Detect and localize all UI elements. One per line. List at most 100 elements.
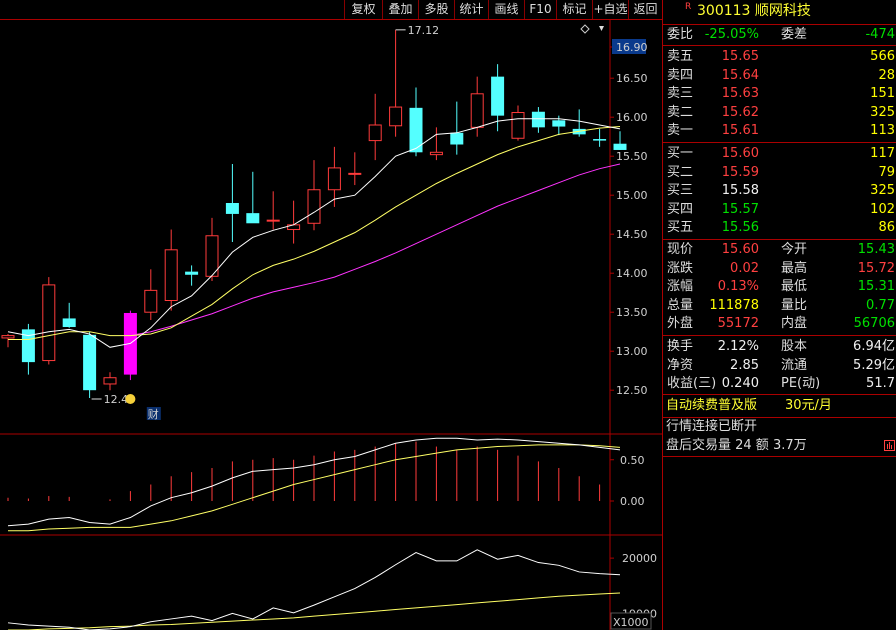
bid-row: 买五 15.56 86	[663, 219, 896, 237]
fund-row: 收益(三) 0.240 PE(动) 51.7	[663, 375, 896, 393]
ask-volume: 28	[878, 67, 895, 83]
ask-label: 卖二	[667, 104, 694, 120]
toolbar-button-0[interactable]: 复权	[344, 0, 382, 19]
candle-body	[307, 189, 321, 224]
stat-label: 量比	[781, 297, 808, 313]
candle-body	[491, 76, 505, 116]
toolbar-button-3[interactable]: 统计	[454, 0, 488, 19]
weibi-label: 委比	[667, 27, 694, 42]
high-marker-label: 17.12	[408, 24, 440, 37]
ask-volume: 113	[870, 123, 895, 139]
candle-body	[531, 111, 545, 128]
fund-value: 2.85	[730, 357, 759, 373]
price-tick-label: 15.50	[616, 150, 648, 163]
fund-label: 收益(三)	[667, 376, 717, 392]
fund-value: 6.94亿	[853, 339, 895, 354]
stat-label: 现价	[667, 242, 694, 257]
price-tick-label: 16.50	[616, 72, 648, 85]
candle-body	[246, 213, 260, 224]
ask-price: 15.63	[721, 86, 759, 102]
rights-marker: R	[685, 2, 692, 12]
ask-price: 15.65	[721, 49, 759, 64]
candle-body	[450, 132, 464, 145]
toolbar-button-7[interactable]: +自选	[592, 0, 628, 19]
toolbar-button-8[interactable]: 返回	[628, 0, 662, 19]
stat-row: 总量 111878 量比 0.77	[663, 297, 896, 315]
price-tick-label: 14.00	[616, 267, 648, 280]
bid-row: 买二 15.59 79	[663, 164, 896, 182]
bar-chart-icon[interactable]	[884, 440, 895, 451]
fund-row: 净资 2.85 流通 5.29亿	[663, 357, 896, 375]
stat-label: 内盘	[781, 316, 808, 332]
stat-label: 最低	[781, 279, 808, 295]
weicha-label: 委差	[781, 27, 808, 42]
stat-value: 15.60	[721, 242, 759, 257]
candle-body	[470, 93, 484, 128]
promo-text[interactable]: 自动续费普及版	[666, 398, 758, 413]
stat-row: 涨跌 0.02 最高 15.72	[663, 260, 896, 278]
candle-body	[103, 377, 117, 385]
fund-value: 0.240	[721, 376, 759, 392]
toolbar-button-5[interactable]: F10	[524, 0, 556, 19]
stock-title-row: R 300113 顺网科技	[663, 2, 896, 22]
stat-value: 0.02	[730, 260, 759, 276]
ask-price: 15.64	[721, 67, 759, 83]
vol-line	[7, 549, 621, 630]
bid-volume: 86	[878, 220, 895, 236]
bid-price: 15.57	[721, 201, 759, 217]
ma20-line	[130, 163, 621, 337]
ask-label: 卖四	[667, 67, 694, 83]
stock-title[interactable]: 300113 顺网科技	[697, 3, 811, 19]
stat-value: 0.77	[866, 297, 895, 313]
stat-value: 15.72	[857, 260, 895, 276]
price-tick-label: 13.00	[616, 345, 648, 358]
after-hours-row: 盘后交易量 24 额 3.7万	[663, 437, 896, 455]
candle-body	[613, 143, 627, 150]
stat-value: 111878	[709, 297, 759, 313]
candle-body	[348, 172, 362, 175]
fund-row: 换手 2.12% 股本 6.94亿	[663, 338, 896, 356]
ask-row: 卖一 15.61 113	[663, 122, 896, 140]
candle-body	[327, 167, 341, 191]
candle-body	[389, 106, 403, 127]
stat-value: 15.31	[857, 279, 895, 295]
dea-line	[8, 444, 621, 532]
stat-value: 55172	[717, 316, 759, 332]
vol-unit-label: X1000	[613, 616, 649, 629]
stat-label: 涨跌	[667, 260, 694, 276]
toolbar-button-4[interactable]: 画线	[488, 0, 524, 19]
toolbar-button-6[interactable]: 标记	[556, 0, 592, 19]
kline-chart[interactable]: 16.90 16.50 16.00 15.50 15.00 14.50 14.00 13.50…	[0, 20, 662, 630]
bid-volume: 325	[870, 183, 895, 199]
fund-value: 5.29亿	[853, 357, 895, 373]
promo-row[interactable]: 自动续费普及版 30元/月	[663, 397, 896, 415]
price-tick-label: 13.50	[616, 306, 648, 319]
chart-toolbar: 复权 叠加 多股 统计 画线 F10 标记 +自选 返回	[0, 0, 662, 20]
fund-label: 换手	[667, 339, 694, 354]
bid-label: 买三	[667, 183, 694, 199]
candle-body	[144, 289, 158, 313]
toolbar-button-2[interactable]: 多股	[418, 0, 454, 19]
ask-row: 卖三 15.63 151	[663, 85, 896, 103]
stat-label: 总量	[667, 297, 694, 313]
price-tick-label: 15.00	[616, 189, 648, 202]
candle-body	[409, 107, 423, 153]
vol-tick-label: 20000	[622, 552, 657, 565]
status-row: 行情连接已断开	[663, 418, 896, 436]
stat-value: 15.43	[857, 242, 895, 257]
candle-body	[593, 139, 607, 141]
bid-volume: 117	[870, 146, 895, 161]
cai-badge: 财	[148, 407, 159, 421]
bid-row: 买四 15.57 102	[663, 201, 896, 219]
macd-tick-label: 0.50	[620, 454, 645, 467]
toolbar-button-1[interactable]: 叠加	[382, 0, 418, 19]
ask-label: 卖五	[667, 49, 694, 64]
ask-row: 卖二 15.62 325	[663, 104, 896, 122]
price-tick-label: 16.00	[616, 111, 648, 124]
ma5-line	[7, 118, 621, 348]
promo-price[interactable]: 30元/月	[785, 398, 832, 413]
candle-body	[1, 335, 15, 339]
cai-badge-bg	[146, 407, 161, 420]
quote-panel: R 300113 顺网科技 委比 -25.05% 委差 -474 卖五 15.65…	[662, 0, 896, 630]
fund-value: 51.7	[866, 376, 895, 392]
